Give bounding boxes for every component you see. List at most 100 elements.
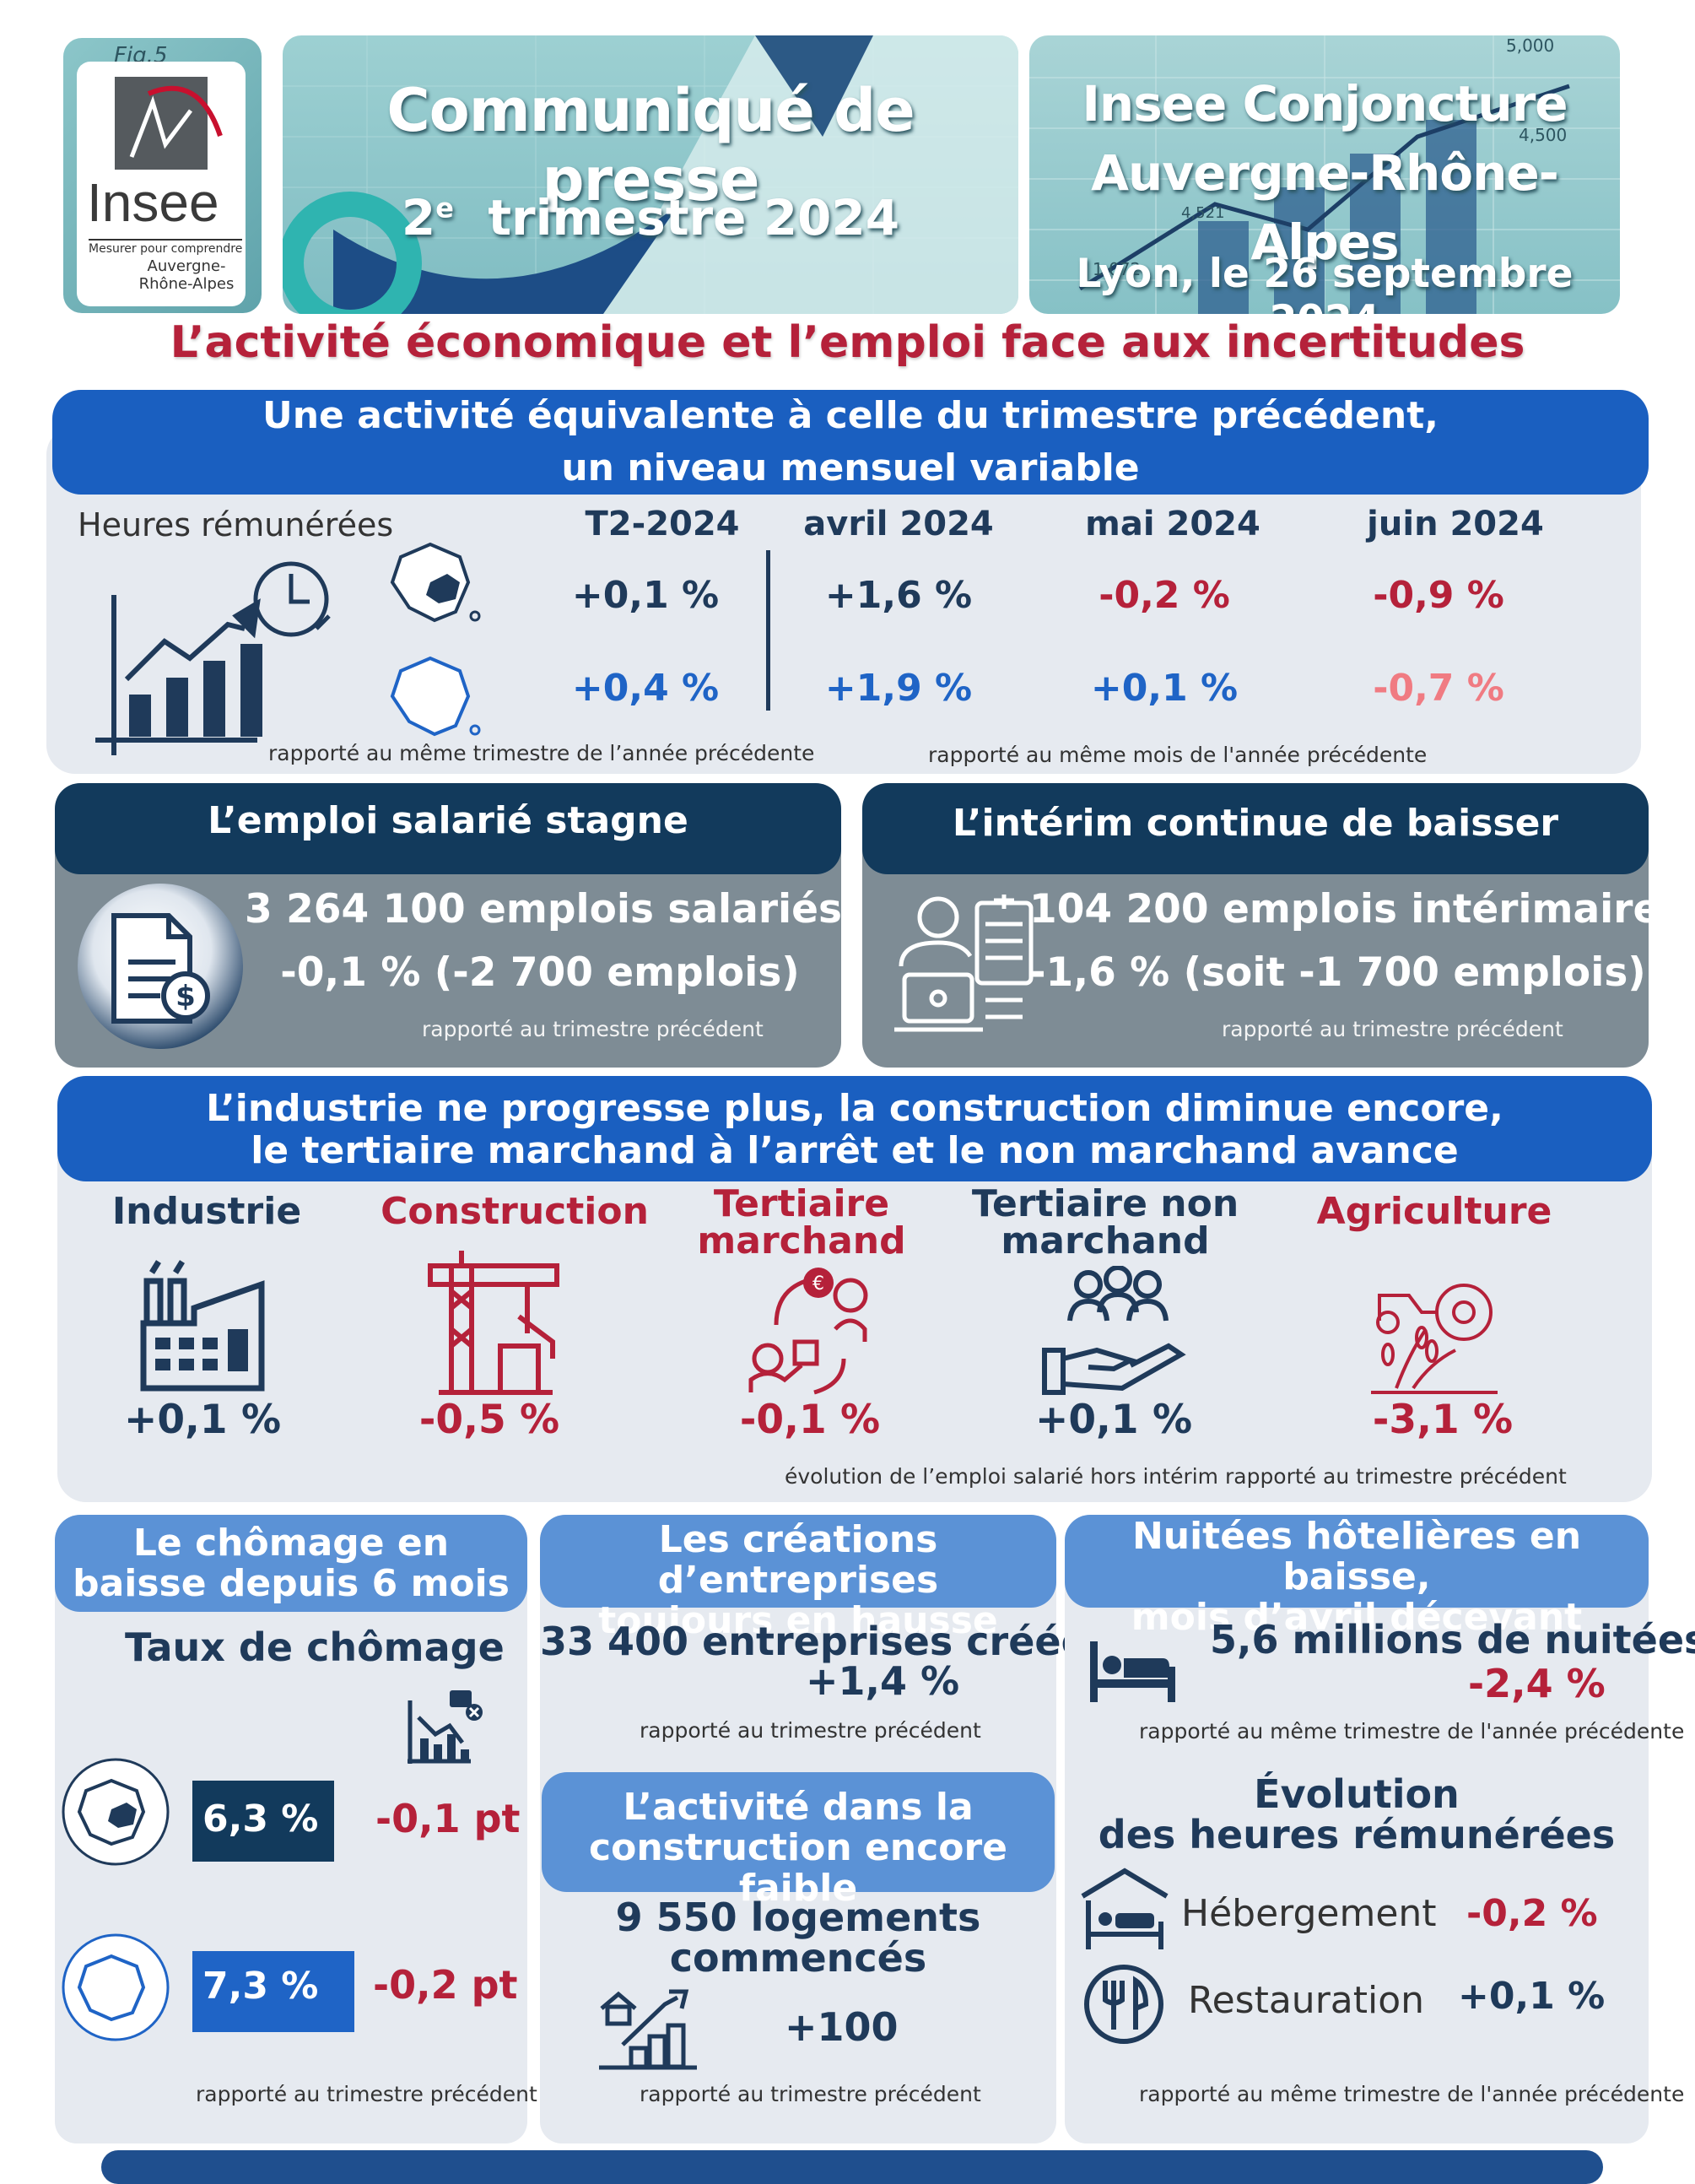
employment-count: 3 264 100 emplois salariés bbox=[245, 886, 843, 933]
sectors-note: évolution de l’emploi salarié hors intér… bbox=[785, 1464, 1567, 1489]
housing-change: +100 bbox=[785, 2004, 899, 2050]
sector-value-nonmarket: +0,1 % bbox=[1034, 1397, 1193, 1443]
growth-chart-clock-icon bbox=[95, 561, 331, 755]
sector-name-agriculture: Agriculture bbox=[1316, 1190, 1552, 1233]
lodging-value: -0,2 % bbox=[1466, 1892, 1598, 1935]
employment-note: rapporté au trimestre précédent bbox=[422, 1017, 764, 1041]
france-rate-box bbox=[192, 1951, 354, 2032]
hotel-nights: 5,6 millions de nuitées bbox=[1210, 1617, 1695, 1662]
logo-name: Insee bbox=[87, 172, 219, 233]
france-value-may: +0,1 % bbox=[1090, 667, 1239, 710]
hotels-note: rapporté au même trimestre de l'année pr… bbox=[1139, 1719, 1685, 1743]
svg-text:€: € bbox=[812, 1273, 824, 1295]
insee-logo: Insee Mesurer pour comprendre Auvergne- … bbox=[77, 62, 246, 306]
caring-hand-group-icon bbox=[1042, 1266, 1186, 1395]
crane-icon bbox=[428, 1251, 559, 1395]
publication-panel: 5,000 4,500 4,521 1,072 Insee Conjonctur… bbox=[1029, 35, 1620, 314]
sector-value-market: -0,1 % bbox=[739, 1397, 881, 1443]
bg-chart-tick-2: 4,500 bbox=[1519, 125, 1568, 145]
restaurant-value: +0,1 % bbox=[1458, 1975, 1606, 2018]
creations-note: rapporté au trimestre précédent bbox=[640, 1718, 981, 1743]
unemployment-header: Le chômage en baisse depuis 6 mois bbox=[55, 1515, 527, 1612]
sector-name-construction: Construction bbox=[381, 1190, 649, 1233]
press-panel: Communiqué de presse 2e trimestre 2024 bbox=[283, 35, 1018, 314]
restaurant-label: Restauration bbox=[1188, 1979, 1425, 2022]
activity-note-quarter: rapporté au même trimestre de l’année pr… bbox=[268, 741, 815, 765]
region-map-icon-2 bbox=[62, 1758, 170, 1866]
hotels-note-2: rapporté au même trimestre de l'année pr… bbox=[1139, 2082, 1685, 2106]
interim-note: rapporté au trimestre précédent bbox=[1222, 1017, 1563, 1041]
logo-region: Auvergne- Rhône-Alpes bbox=[138, 257, 235, 293]
press-title: Communiqué de presse bbox=[386, 76, 915, 214]
region-value-may: -0,2 % bbox=[1099, 574, 1230, 617]
logo-panel: Fig.5 Insee Mesurer pour comprendre Auve… bbox=[63, 38, 262, 313]
factory-icon bbox=[140, 1260, 265, 1392]
pie-chart-background-icon bbox=[283, 35, 1018, 314]
sector-value-construction: -0,5 % bbox=[418, 1397, 560, 1443]
interim-count: 104 200 emplois intérimaires bbox=[1029, 886, 1684, 933]
tractor-wheat-icon bbox=[1371, 1284, 1498, 1394]
region-map-icon bbox=[390, 542, 481, 623]
creations-count: 33 400 entreprises créées bbox=[540, 1619, 1111, 1664]
publication-title: Insee Conjoncture Auvergne-Rhône-Alpes bbox=[1082, 75, 1568, 271]
sector-name-industry: Industrie bbox=[111, 1190, 302, 1233]
restaurant-cutlery-icon bbox=[1084, 1965, 1163, 2044]
quarter-label: 2e trimestre 2024 bbox=[401, 189, 900, 246]
france-value-t2: +0,4 % bbox=[571, 667, 720, 710]
housing-growth-icon bbox=[599, 1989, 697, 2070]
bar-chart-background-icon bbox=[1029, 35, 1620, 314]
interim-change: -1,6 % (soit -1 700 emplois) bbox=[1029, 949, 1646, 996]
hotels-header: Nuitées hôtelières en baisse, mois d’avr… bbox=[1065, 1515, 1649, 1638]
interim-header: L’intérim continue de baisser bbox=[862, 783, 1649, 874]
region-rate: 6,3 % bbox=[202, 1797, 319, 1841]
france-value-june: -0,7 % bbox=[1373, 667, 1504, 710]
construction-note: rapporté au trimestre précédent bbox=[640, 2082, 981, 2106]
unemployment-note: rapporté au trimestre précédent bbox=[196, 2082, 537, 2106]
sector-name-nonmarket: Tertiaire non marchand bbox=[971, 1182, 1239, 1262]
publication-date: Lyon, le 26 septembre 2024 bbox=[1076, 251, 1574, 314]
creations-change: +1,4 % bbox=[806, 1658, 960, 1704]
unemployment-subtitle: Taux de chômage bbox=[125, 1624, 505, 1670]
france-rate-change: -0,2 pt bbox=[373, 1962, 518, 2008]
col-header-t2: T2-2024 bbox=[585, 505, 740, 543]
hours-evolution-title: Évolution des heures rémunérées bbox=[1098, 1771, 1616, 1857]
france-map-icon-2 bbox=[62, 1933, 170, 2041]
column-divider bbox=[766, 550, 770, 711]
employment-change: -0,1 % (-2 700 emplois) bbox=[280, 949, 800, 996]
region-value-t2: +0,1 % bbox=[571, 574, 720, 617]
bg-chart-tick-4: 1,072 bbox=[1093, 259, 1142, 279]
sector-value-industry: +0,1 % bbox=[123, 1397, 282, 1443]
france-map-icon bbox=[390, 656, 481, 737]
sectors-header: L’industrie ne progresse plus, la constr… bbox=[57, 1076, 1652, 1181]
hours-label: Heures rémunérées bbox=[78, 506, 394, 543]
interim-worker-icon bbox=[894, 895, 1034, 1032]
logo-tagline: Mesurer pour comprendre bbox=[89, 239, 243, 256]
employment-header: L’emploi salarié stagne bbox=[55, 783, 841, 874]
insee-logo-mark-icon bbox=[115, 77, 223, 170]
lodging-house-icon bbox=[1081, 1868, 1169, 1949]
col-header-may: mai 2024 bbox=[1085, 505, 1260, 543]
sectors-card bbox=[57, 1131, 1652, 1502]
region-value-april: +1,6 % bbox=[824, 574, 973, 617]
region-value-june: -0,9 % bbox=[1373, 574, 1504, 617]
bottom-banner bbox=[101, 2150, 1603, 2184]
activity-header: Une activité équivalente à celle du trim… bbox=[52, 390, 1649, 495]
lodging-label: Hébergement bbox=[1181, 1892, 1437, 1935]
trade-exchange-icon: € bbox=[748, 1268, 868, 1395]
housing-starts: 9 550 logements commencés bbox=[615, 1895, 981, 1981]
region-rate-change: -0,1 pt bbox=[375, 1796, 521, 1841]
hotel-nights-change: -2,4 % bbox=[1468, 1661, 1606, 1706]
bed-icon bbox=[1090, 1641, 1175, 1702]
bg-chart-tick-3: 4,521 bbox=[1181, 204, 1225, 222]
region-rate-box bbox=[192, 1781, 334, 1862]
col-header-april: avril 2024 bbox=[803, 505, 994, 543]
bg-chart-tick-1: 5,000 bbox=[1506, 35, 1555, 56]
svg-text:$: $ bbox=[175, 980, 196, 1014]
unemployment-chart-icon bbox=[408, 1690, 483, 1764]
france-value-april: +1,9 % bbox=[824, 667, 973, 710]
sector-value-agriculture: -3,1 % bbox=[1372, 1397, 1514, 1443]
sector-name-market: Tertiaire marchand bbox=[697, 1182, 906, 1262]
france-rate: 7,3 % bbox=[202, 1965, 319, 2008]
activity-note-month: rapporté au même mois de l'année précéde… bbox=[928, 743, 1428, 767]
construction-header: L’activité dans la construction encore f… bbox=[542, 1772, 1055, 1909]
